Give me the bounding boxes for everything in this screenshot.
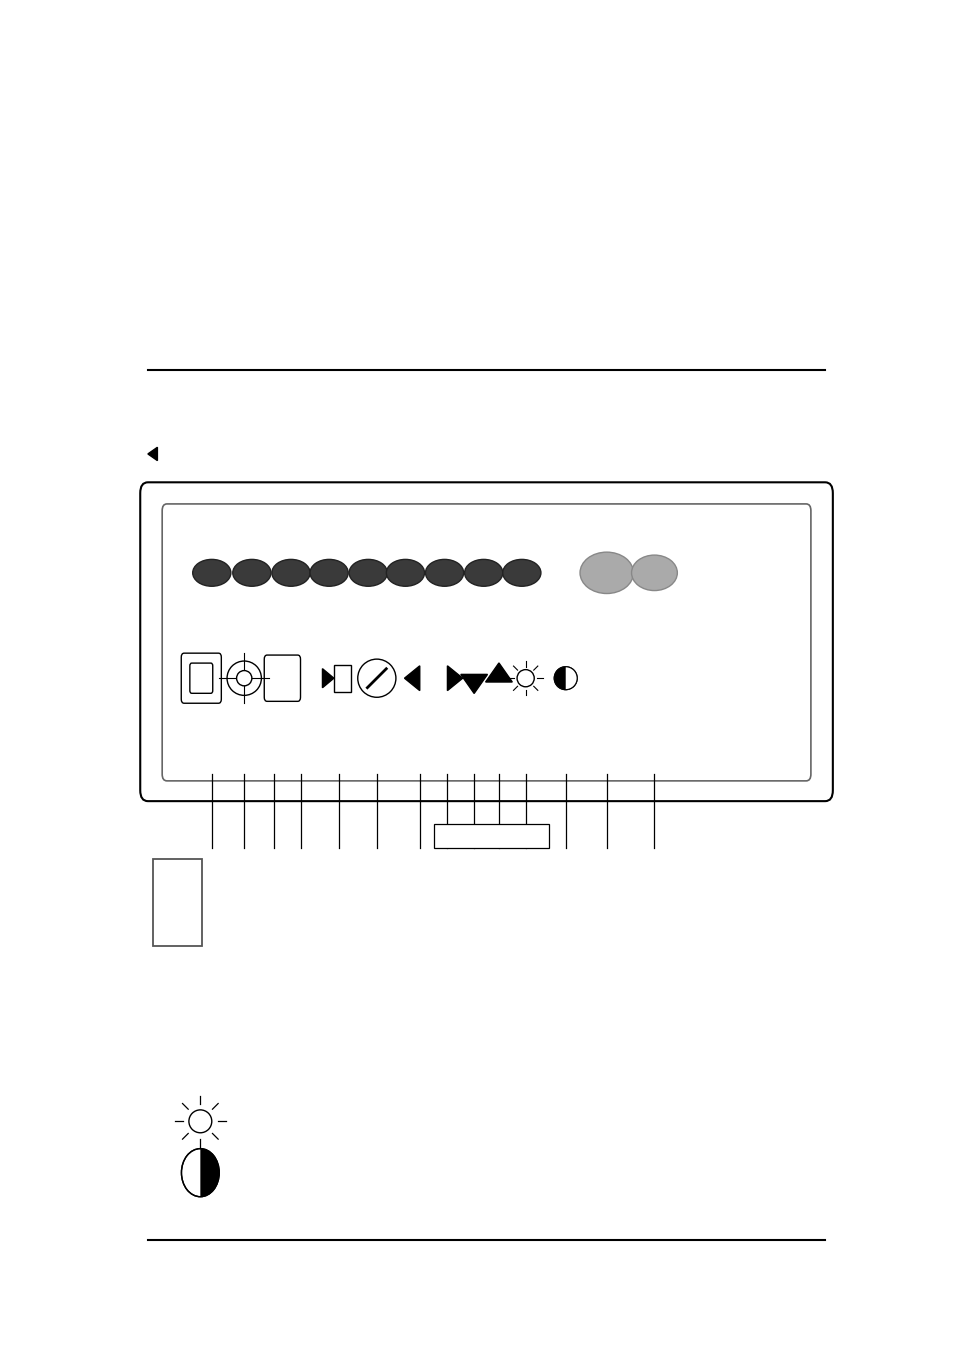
Ellipse shape bbox=[233, 559, 271, 586]
Polygon shape bbox=[148, 447, 157, 461]
Ellipse shape bbox=[386, 559, 424, 586]
Ellipse shape bbox=[272, 559, 310, 586]
Ellipse shape bbox=[517, 670, 534, 686]
FancyBboxPatch shape bbox=[162, 504, 810, 781]
Ellipse shape bbox=[227, 661, 261, 696]
Polygon shape bbox=[322, 669, 334, 688]
PathPatch shape bbox=[554, 667, 565, 689]
Ellipse shape bbox=[554, 667, 577, 689]
Ellipse shape bbox=[579, 553, 633, 593]
Polygon shape bbox=[404, 666, 419, 690]
FancyBboxPatch shape bbox=[190, 663, 213, 693]
Ellipse shape bbox=[357, 659, 395, 697]
Ellipse shape bbox=[502, 559, 540, 586]
Ellipse shape bbox=[631, 555, 677, 590]
Ellipse shape bbox=[349, 559, 387, 586]
PathPatch shape bbox=[200, 1148, 219, 1197]
Polygon shape bbox=[485, 663, 512, 682]
Ellipse shape bbox=[193, 559, 231, 586]
Ellipse shape bbox=[310, 559, 348, 586]
Ellipse shape bbox=[236, 670, 252, 686]
FancyBboxPatch shape bbox=[140, 482, 832, 801]
FancyBboxPatch shape bbox=[334, 665, 351, 692]
FancyBboxPatch shape bbox=[181, 653, 221, 704]
Ellipse shape bbox=[189, 1111, 212, 1132]
FancyBboxPatch shape bbox=[264, 655, 300, 701]
FancyBboxPatch shape bbox=[434, 824, 548, 848]
Ellipse shape bbox=[554, 667, 577, 689]
Ellipse shape bbox=[464, 559, 502, 586]
Polygon shape bbox=[447, 666, 462, 690]
Ellipse shape bbox=[181, 1148, 219, 1197]
FancyBboxPatch shape bbox=[152, 859, 202, 946]
Polygon shape bbox=[460, 674, 487, 693]
Ellipse shape bbox=[425, 559, 463, 586]
